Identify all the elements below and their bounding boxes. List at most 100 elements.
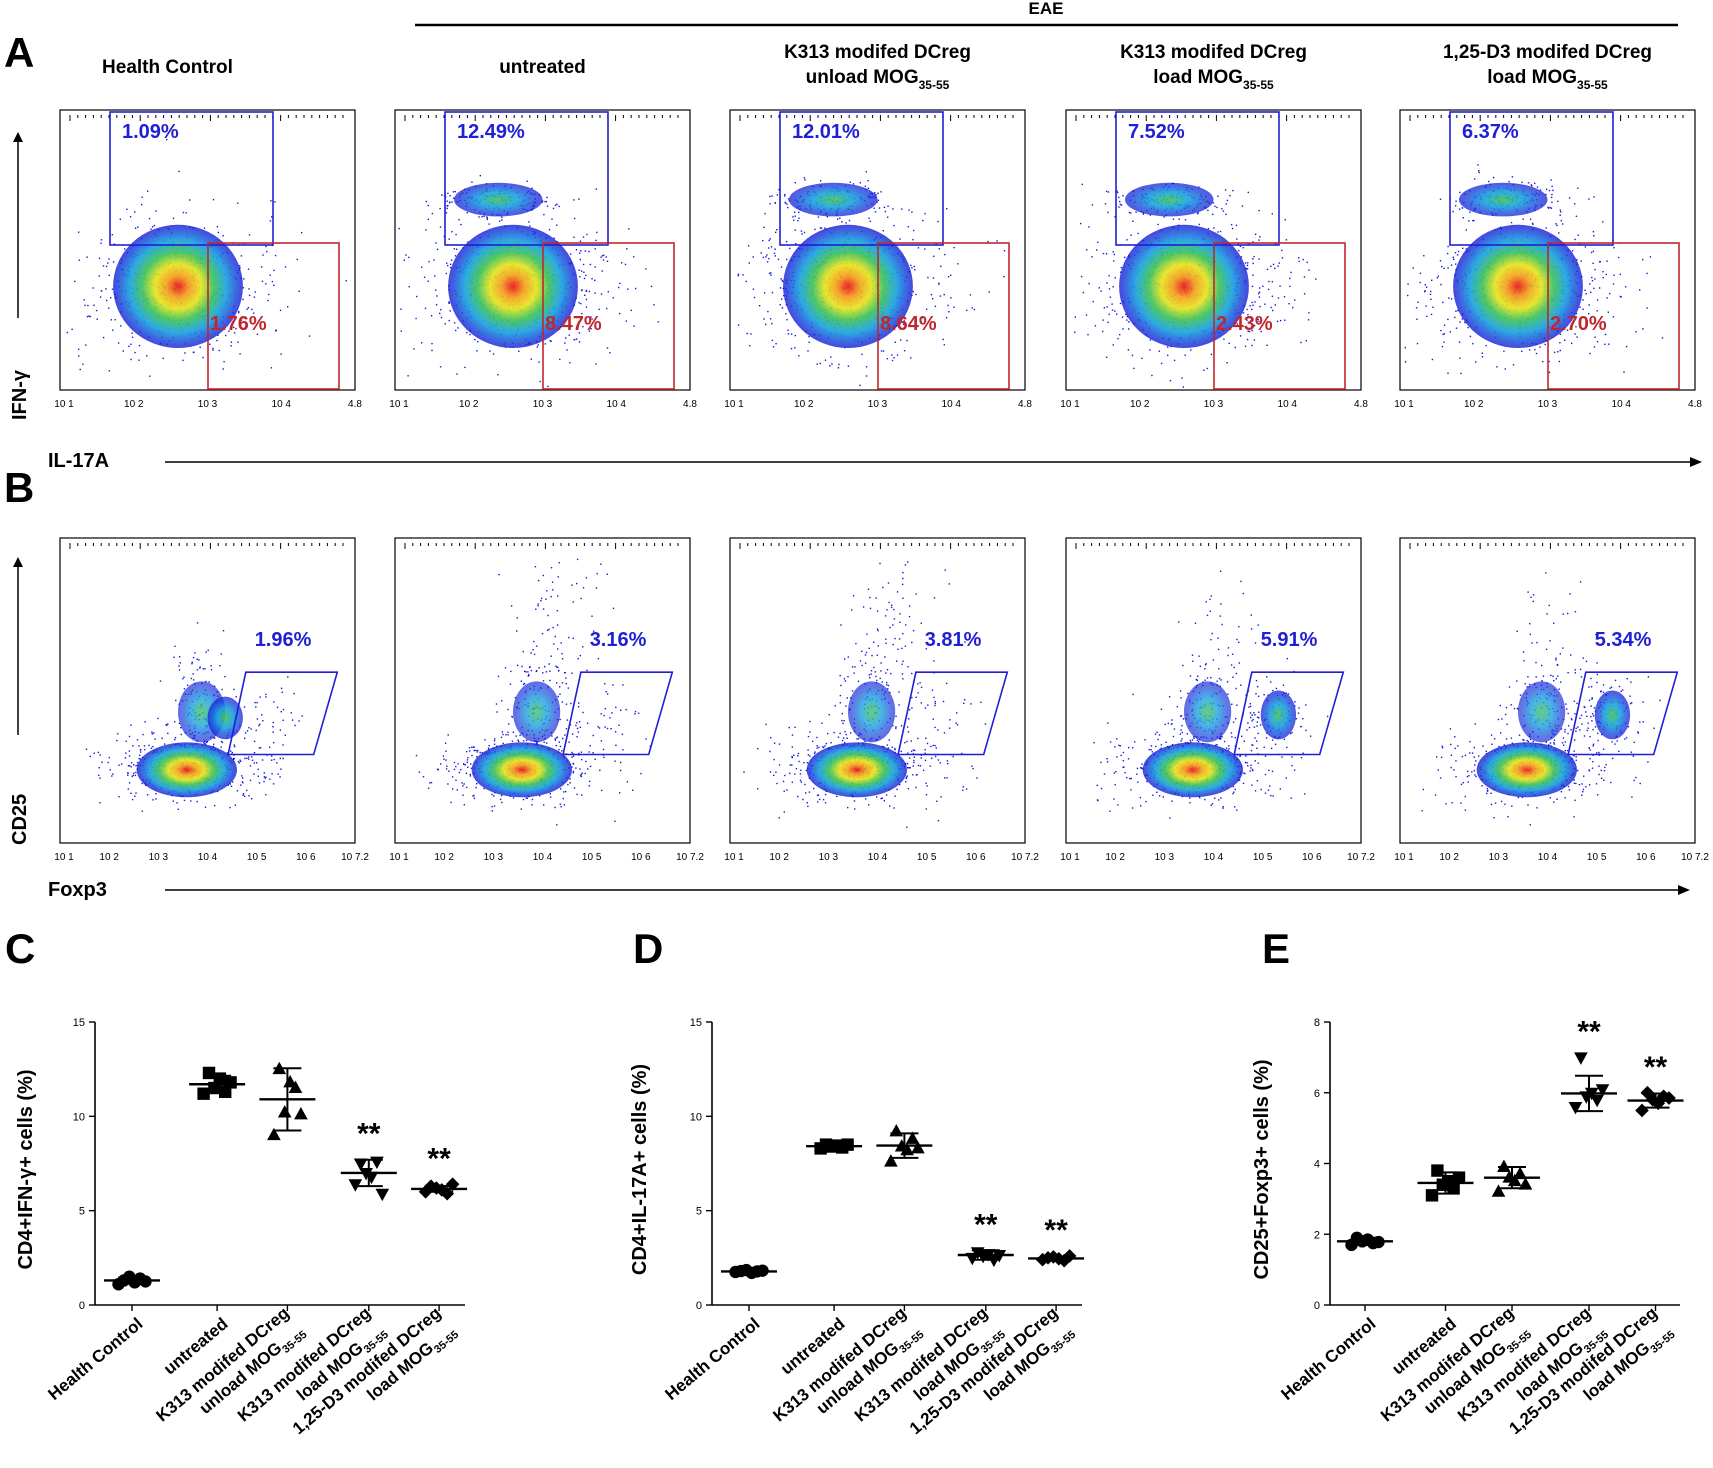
- event-dot: [597, 657, 600, 660]
- event-dot: [1532, 223, 1534, 225]
- event-dot: [1230, 223, 1233, 226]
- event-dot: [498, 573, 500, 576]
- event-dot: [1259, 236, 1261, 238]
- event-dot: [1613, 274, 1615, 276]
- event-dot: [1248, 330, 1251, 333]
- event-dot: [1117, 337, 1119, 340]
- event-dot: [1548, 189, 1551, 192]
- event-dot: [1226, 199, 1229, 202]
- event-dot: [737, 273, 740, 275]
- event-dot: [563, 804, 566, 806]
- event-dot: [578, 302, 580, 304]
- event-dot: [1080, 222, 1082, 225]
- event-dot: [1228, 342, 1230, 344]
- event-dot: [178, 722, 181, 725]
- event-dot: [1649, 256, 1652, 258]
- event-dot: [1178, 218, 1180, 220]
- event-dot: [610, 728, 612, 730]
- event-dot: [774, 202, 777, 204]
- event-dot: [233, 332, 236, 334]
- event-dot: [469, 775, 472, 777]
- event-dot: [1258, 292, 1260, 295]
- event-dot: [86, 315, 89, 318]
- event-dot: [1120, 267, 1123, 269]
- event-dot: [1124, 256, 1126, 259]
- event-dot: [596, 231, 598, 234]
- event-dot: [619, 792, 621, 794]
- event-dot: [921, 317, 924, 319]
- event-dot: [510, 605, 513, 607]
- event-dot: [294, 724, 296, 727]
- event-dot: [586, 722, 589, 724]
- event-dot: [1108, 288, 1111, 290]
- event-dot: [1646, 272, 1648, 275]
- event-dot: [189, 199, 191, 201]
- event-dot: [1646, 307, 1648, 309]
- event-dot: [1550, 207, 1553, 209]
- event-dot: [134, 211, 136, 213]
- event-dot: [1559, 333, 1562, 335]
- event-dot: [1245, 267, 1248, 270]
- event-dot: [1197, 212, 1199, 214]
- event-dot: [1602, 221, 1604, 223]
- event-dot: [135, 771, 137, 774]
- event-dot: [806, 762, 809, 764]
- event-dot: [1442, 333, 1444, 336]
- event-dot: [580, 775, 582, 777]
- event-dot: [271, 280, 274, 283]
- event-dot: [847, 365, 850, 367]
- event-dot: [114, 319, 116, 321]
- event-dot: [1253, 339, 1256, 341]
- event-dot: [1577, 234, 1579, 236]
- event-dot: [561, 750, 563, 752]
- event-dot: [1268, 280, 1270, 283]
- event-dot: [203, 742, 205, 744]
- event-dot: [935, 747, 937, 749]
- event-dot: [760, 252, 762, 254]
- event-dot: [802, 798, 804, 801]
- event-dot: [1591, 323, 1593, 325]
- event-dot: [425, 229, 427, 231]
- event-dot: [1473, 219, 1475, 222]
- event-dot: [1547, 206, 1549, 208]
- event-dot: [1545, 193, 1547, 196]
- event-dot: [422, 776, 425, 778]
- event-dot: [606, 307, 608, 310]
- event-dot: [553, 237, 555, 239]
- event-dot: [938, 282, 940, 284]
- event-dot: [1251, 344, 1253, 347]
- event-dot: [565, 677, 567, 679]
- event-dot: [601, 789, 603, 792]
- event-dot: [946, 208, 948, 210]
- event-dot: [816, 736, 818, 739]
- event-dot: [781, 298, 783, 300]
- event-dot: [473, 794, 475, 797]
- event-dot: [455, 233, 457, 236]
- event-dot: [530, 652, 532, 654]
- event-dot: [439, 226, 442, 228]
- event-dot: [769, 203, 771, 205]
- event-dot: [771, 195, 773, 197]
- event-dot: [475, 786, 477, 789]
- event-dot: [932, 277, 935, 279]
- event-dot: [185, 212, 187, 214]
- event-dot: [477, 749, 479, 752]
- event-dot: [1577, 187, 1579, 189]
- event-dot: [859, 182, 861, 184]
- event-dot: [745, 280, 747, 283]
- event-dot: [552, 207, 555, 210]
- event-dot: [477, 341, 479, 343]
- event-dot: [1593, 196, 1595, 198]
- event-dot: [1464, 321, 1466, 324]
- event-dot: [248, 756, 250, 758]
- event-dot: [1439, 198, 1442, 200]
- event-dot: [280, 711, 282, 713]
- event-dot: [542, 672, 544, 674]
- event-dot: [924, 752, 926, 754]
- event-dot: [473, 797, 476, 799]
- event-dot: [789, 247, 791, 250]
- event-dot: [298, 290, 300, 292]
- event-dot: [458, 771, 461, 774]
- event-dot: [920, 757, 922, 759]
- event-dot: [770, 737, 772, 739]
